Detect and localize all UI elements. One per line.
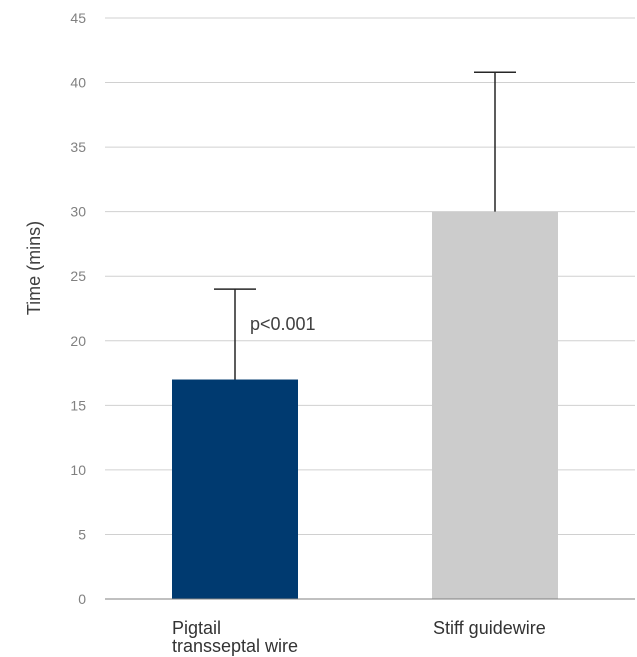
y-tick-label: 45 bbox=[70, 10, 86, 26]
y-tick-label: 35 bbox=[70, 139, 86, 155]
y-tick-label: 40 bbox=[70, 75, 86, 91]
x-category-label: Stiff guidewire bbox=[433, 618, 546, 638]
y-tick-label: 25 bbox=[70, 268, 86, 284]
y-tick-label: 5 bbox=[78, 526, 86, 542]
p-value-annotation: p<0.001 bbox=[250, 314, 316, 334]
y-tick-label: 30 bbox=[70, 204, 86, 220]
y-tick-label: 10 bbox=[70, 462, 86, 478]
error-bars bbox=[214, 71, 516, 380]
bar-pigtail-transseptal-wire bbox=[172, 379, 298, 599]
y-axis-ticks: 0 5 10 15 20 25 30 35 40 45 bbox=[70, 10, 86, 607]
bars bbox=[172, 211, 558, 599]
y-axis-title: Time (mins) bbox=[24, 221, 44, 315]
x-category-label: transseptal wire bbox=[172, 636, 298, 656]
bar-stiff-guidewire bbox=[432, 211, 558, 599]
x-category-label: Pigtail bbox=[172, 618, 221, 638]
y-tick-label: 15 bbox=[70, 397, 86, 413]
y-tick-label: 0 bbox=[78, 591, 86, 607]
y-tick-label: 20 bbox=[70, 333, 86, 349]
